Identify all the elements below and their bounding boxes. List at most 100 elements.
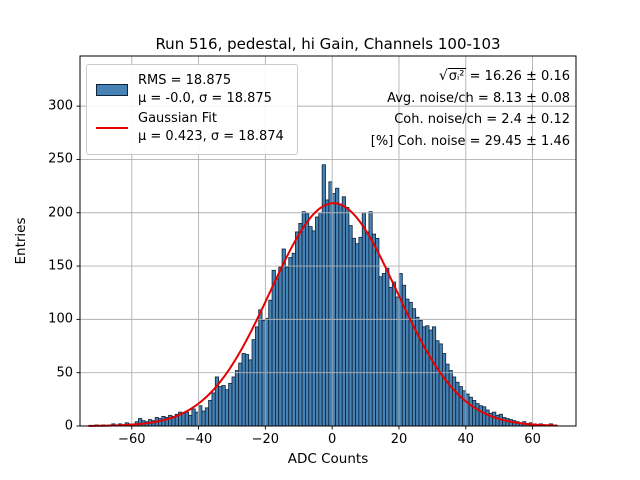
histogram-bar [231, 376, 236, 427]
histogram-bar [281, 248, 286, 427]
histogram-bar [208, 400, 213, 427]
histogram-bar [502, 417, 507, 427]
axes-frame [79, 55, 577, 427]
legend-entry-fit: Gaussian Fit μ = 0.423, σ = 18.874 [96, 110, 289, 146]
histogram-bar [368, 211, 373, 427]
fit-line-swatch-icon [96, 127, 128, 129]
stats-avg-noise: Avg. noise/ch = 8.13 ± 0.08 [387, 90, 570, 106]
histogram-bar [321, 164, 326, 427]
histogram-bar [485, 409, 490, 427]
histogram-bar [251, 339, 256, 427]
histogram-bar [248, 359, 253, 427]
histogram-bar [448, 370, 453, 427]
histogram-swatch-icon [96, 84, 128, 96]
histogram-bar [355, 243, 360, 427]
histogram-bar [258, 309, 263, 427]
histogram-bar [395, 296, 400, 427]
legend: RMS = 18.875 μ = -0.0, σ = 18.875 Gaussi… [86, 64, 298, 155]
histogram-bar [228, 382, 233, 427]
histogram-bar [335, 187, 340, 427]
histogram-bar [445, 363, 450, 427]
histogram-bar [298, 223, 303, 427]
y-tick-label: 50 [56, 365, 73, 381]
histogram-bar [435, 340, 440, 427]
histogram-bar [241, 353, 246, 427]
histogram-bar [264, 317, 270, 427]
x-tick-label: 20 [390, 432, 408, 447]
histogram-bar [472, 400, 477, 427]
stats-sigma-quadrature: √σᵢ² = 16.26 ± 0.16 [438, 68, 570, 84]
histogram-bar [431, 326, 437, 427]
histogram-bar [388, 286, 393, 427]
histogram-bar [204, 407, 209, 427]
histogram-bar [455, 381, 460, 427]
histogram-bar [305, 213, 310, 427]
x-tick-label: −20 [251, 432, 280, 447]
histogram-bar [191, 408, 196, 427]
histogram-bar [452, 376, 457, 427]
histogram-bar [358, 236, 363, 427]
histogram-bar [254, 326, 260, 427]
histogram-bar [438, 343, 443, 427]
histogram-bar [274, 278, 280, 427]
histogram-bar [462, 390, 467, 427]
x-tick-label: 40 [457, 432, 475, 447]
histogram-bar [308, 226, 313, 427]
histogram-bar [441, 353, 447, 427]
y-tick-label: 300 [48, 98, 73, 114]
histogram-bar [218, 386, 223, 427]
histogram-bar [348, 225, 353, 427]
histogram-bar [288, 257, 293, 427]
histogram-bar [371, 233, 376, 427]
x-axis-label: ADC Counts [287, 451, 369, 467]
histogram-bar [285, 266, 290, 427]
histogram-bar [341, 196, 346, 427]
stats-coh-noise-pct: [%] Coh. noise = 29.45 ± 1.46 [370, 133, 570, 149]
histogram-bar [475, 403, 480, 427]
histogram-bar [295, 231, 300, 427]
legend-fit-mu-sigma: μ = 0.423, σ = 18.874 [138, 129, 284, 144]
histogram-bar [211, 392, 216, 427]
histogram-bar [465, 393, 470, 427]
y-tick-label: 250 [48, 151, 73, 167]
x-tick-label: −60 [118, 432, 146, 447]
y-tick-label: 200 [48, 205, 73, 221]
sqrt-symbol: √ [438, 68, 448, 84]
histogram-bar [194, 411, 199, 427]
histogram-bar [261, 320, 266, 427]
histogram-bar [378, 276, 383, 427]
histogram-bar [421, 326, 427, 427]
legend-fit-label: Gaussian Fit [138, 111, 218, 126]
legend-hist-mu-sigma: μ = -0.0, σ = 18.875 [138, 91, 272, 106]
histogram-bar [221, 385, 226, 427]
y-tick-label: 0 [64, 418, 73, 434]
histogram-bar [311, 230, 316, 427]
histogram-bar [425, 325, 430, 427]
histogram-bar [428, 329, 433, 427]
histogram-bar [244, 354, 250, 427]
histogram-bar [338, 203, 343, 427]
histogram-bar [482, 406, 487, 427]
chart-title: Run 516, pedestal, hi Gain, Channels 100… [155, 35, 501, 53]
stats-coh-noise: Coh. noise/ch = 2.4 ± 0.12 [394, 112, 570, 127]
histogram-bar [391, 281, 397, 427]
histogram-bar [291, 252, 296, 427]
histogram-bar [328, 181, 333, 427]
histogram-bar [458, 386, 463, 427]
y-axis-label: Entries [13, 217, 29, 265]
legend-entry-histogram: RMS = 18.875 μ = -0.0, σ = 18.875 [96, 72, 289, 108]
histogram-bar [468, 396, 473, 427]
y-tick-label: 100 [48, 311, 73, 327]
histogram-bar [385, 267, 390, 427]
histogram-bar [345, 207, 350, 427]
histogram-bar [224, 389, 230, 427]
histogram-bar [301, 211, 306, 427]
histogram-bar [181, 412, 186, 427]
stats-annotation: √σᵢ² = 16.26 ± 0.16 Avg. noise/ch = 8.13… [310, 66, 570, 152]
histogram-bar [315, 216, 320, 427]
legend-hist-rms: RMS = 18.875 [138, 73, 232, 88]
histogram-bar [381, 273, 387, 427]
y-tick-label: 150 [48, 258, 73, 274]
